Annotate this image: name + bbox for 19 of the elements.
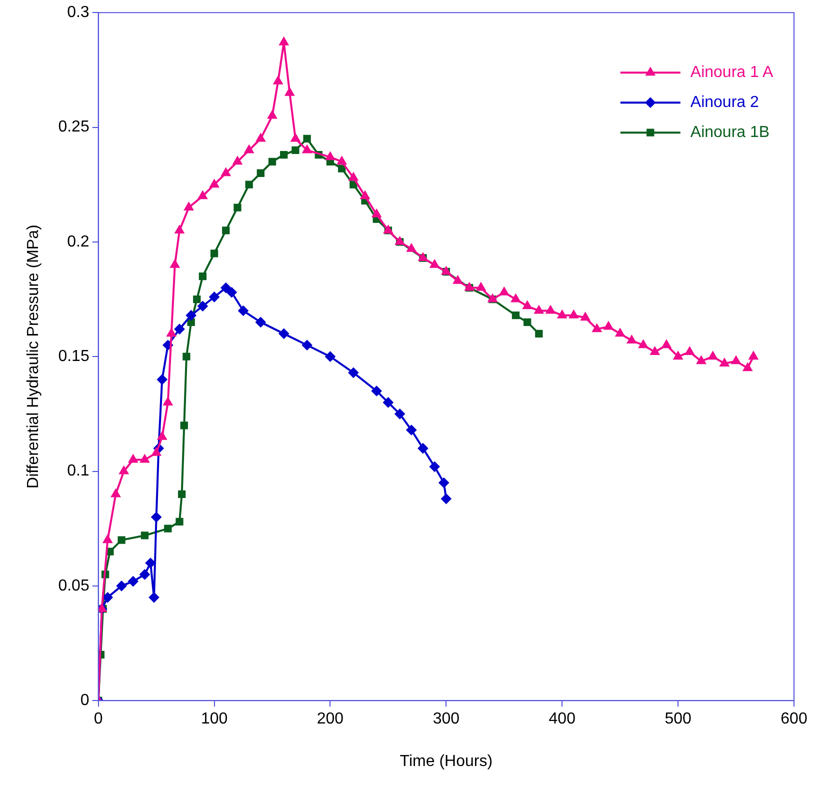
legend-label: Ainoura 1 A <box>690 64 774 82</box>
x-tick-label: 0 <box>94 710 103 728</box>
y-tick-label: 0.3 <box>67 4 90 22</box>
y-tick-label: 0.2 <box>67 233 90 250</box>
x-tick-label: 100 <box>200 710 228 728</box>
x-axis-title: Time (Hours) <box>400 752 493 770</box>
x-tick-label: 200 <box>316 710 344 728</box>
y-tick-label: 0.05 <box>58 577 90 594</box>
y-tick-label: 0.1 <box>67 462 90 480</box>
y-tick-label: 0.15 <box>58 348 90 366</box>
x-tick-label: 600 <box>780 710 808 728</box>
legend-label: Ainoura 2 <box>690 94 759 112</box>
y-axis-title: Differential Hydraulic Pressure (MPa) <box>25 224 42 488</box>
x-tick-label: 300 <box>432 710 460 728</box>
legend-label: Ainoura 1B <box>690 124 770 142</box>
x-tick-label: 400 <box>548 710 576 728</box>
y-tick-label: 0.25 <box>58 118 90 136</box>
y-tick-label: 0 <box>80 692 90 710</box>
x-tick-label: 500 <box>664 710 692 728</box>
